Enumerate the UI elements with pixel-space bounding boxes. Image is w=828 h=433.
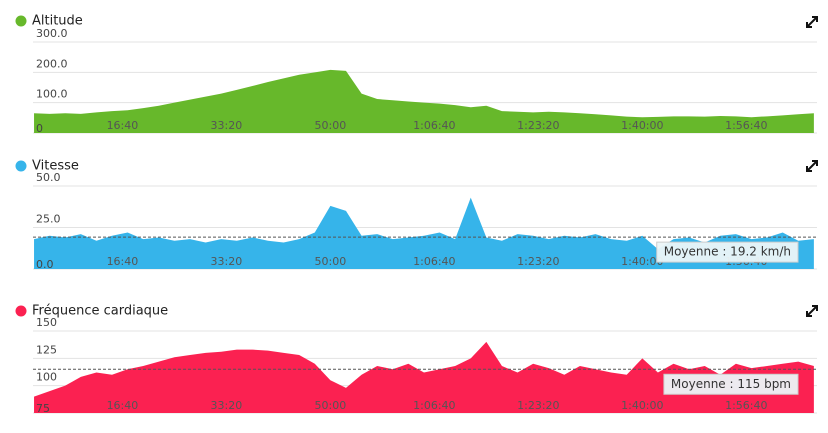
x-tick-label: 1:06:40 [413, 399, 455, 412]
y-tick-label: 300.0 [36, 27, 68, 40]
chart-title: Fréquence cardiaque [32, 304, 168, 319]
average-label: Moyenne : 115 bpm [671, 377, 791, 391]
expand-icon[interactable] [806, 305, 818, 317]
x-tick-label: 1:56:40 [725, 399, 767, 412]
x-tick-label: 1:23:20 [517, 119, 559, 132]
y-tick-label: 200.0 [36, 57, 68, 70]
average-box [663, 373, 799, 395]
x-tick-label: 50:00 [315, 255, 347, 268]
legend-marker [15, 15, 27, 27]
x-tick-label: 1:56:40 [725, 119, 767, 132]
average-label: Moyenne : 19.2 km/h [664, 245, 791, 259]
area [34, 341, 814, 413]
y-tick-label: 150 [36, 316, 57, 329]
chart: Vitesse 0.0 25.0 50.0 16:40 33:20 50:00 1:06:40… [15, 159, 817, 271]
x-tick-label: 33:20 [211, 119, 243, 132]
x-tick-label: 33:20 [211, 255, 243, 268]
y-tick-label: 100.0 [36, 88, 68, 101]
y-tick-label: 50.0 [36, 171, 61, 184]
x-tick-label: 33:20 [211, 399, 243, 412]
chart-title: Altitude [32, 14, 83, 29]
x-tick-label: 1:06:40 [413, 119, 455, 132]
y-tick-label: 0.0 [36, 258, 54, 271]
y-tick-label: 100 [36, 371, 57, 384]
area [34, 197, 814, 269]
y-tick-label: 25.0 [36, 213, 61, 226]
x-tick-label: 16:40 [107, 399, 139, 412]
expand-icon[interactable] [806, 16, 818, 28]
expand-icon[interactable] [806, 160, 818, 172]
x-tick-label: 16:40 [107, 119, 139, 132]
x-tick-label: 1:23:20 [517, 399, 559, 412]
expand-icons [806, 16, 818, 317]
chart-title: Vitesse [32, 159, 79, 174]
legend-marker [15, 160, 27, 172]
x-tick-label: 1:40:00 [621, 119, 663, 132]
y-tick-label: 125 [36, 343, 57, 356]
y-tick-label: 0 [36, 122, 43, 135]
legend-marker [15, 305, 27, 317]
x-tick-label: 16:40 [107, 255, 139, 268]
area [34, 69, 814, 133]
chart: Altitude 0 100.0 200.0 300.0 16:40 33:20 50:00 1… [15, 14, 817, 135]
x-tick-label: 50:00 [315, 119, 347, 132]
chart: Fréquence cardiaque 75 100 125 150 16:40 33:20… [15, 304, 817, 415]
x-tick-label: 50:00 [315, 399, 347, 412]
x-tick-label: 1:40:00 [621, 255, 663, 268]
x-tick-label: 1:06:40 [413, 255, 455, 268]
y-tick-label: 75 [36, 402, 50, 415]
x-tick-label: 1:23:20 [517, 255, 559, 268]
x-tick-label: 1:40:00 [621, 399, 663, 412]
average-box [656, 241, 799, 263]
